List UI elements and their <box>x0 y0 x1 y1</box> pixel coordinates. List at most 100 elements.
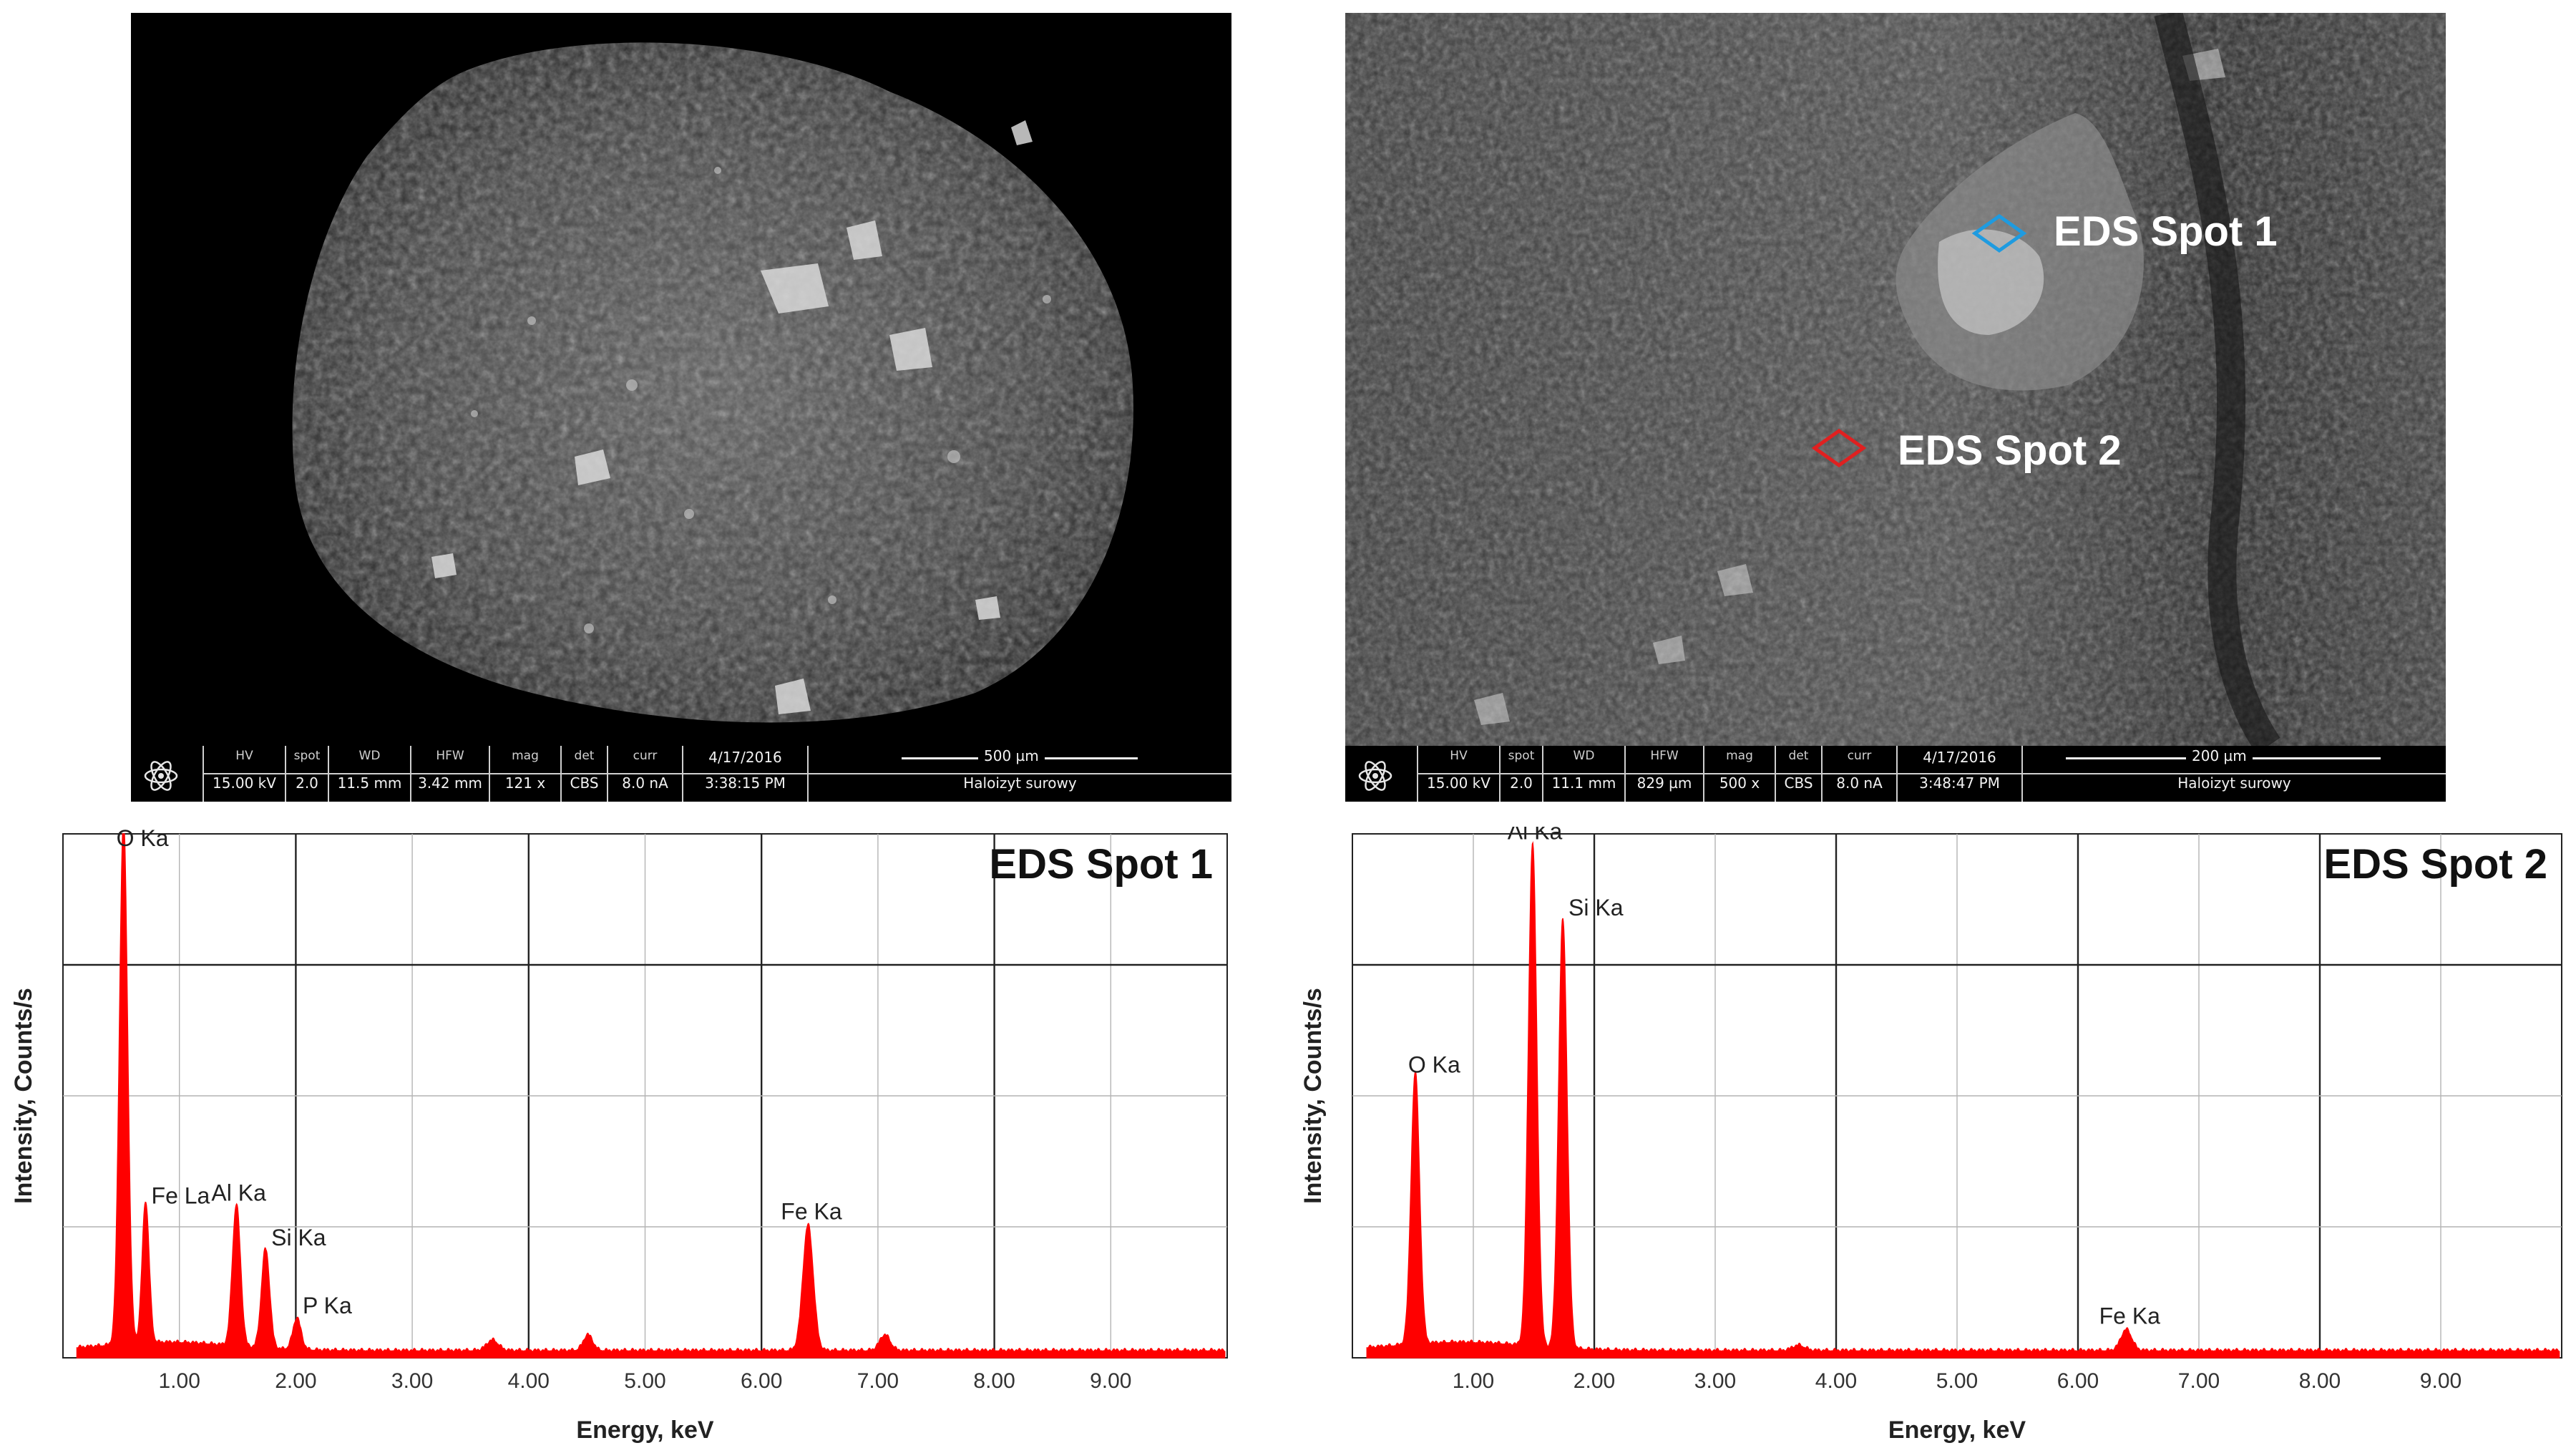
databar-cell-wd: WD 11.1 mm <box>1542 746 1624 802</box>
eds-spectrum-chart-2: O Ka Al Ka Si Ka Fe Ka 1.00 2.00 3.00 4.00 5.00 6… <box>1295 827 2576 1453</box>
databar-header: det <box>1788 749 1809 763</box>
chart-title: EDS Spot 1 <box>989 841 1213 888</box>
eds-spot-2-marker-icon <box>1811 428 1867 468</box>
y-axis-title: Intensity, Counts/s <box>10 988 37 1204</box>
databar-header: spot <box>293 749 321 763</box>
databar-header: det <box>574 749 595 763</box>
databar-value: 2.0 <box>1510 774 1533 792</box>
databar-cell-hfw: HFW 3.42 mm <box>410 746 489 802</box>
databar-cell-hv: HV 15.00 kV <box>203 746 285 802</box>
scale-bar-label: 500 µm <box>978 747 1045 764</box>
peak-label: O Ka <box>117 827 169 851</box>
databar-cell-wd: WD 11.5 mm <box>328 746 410 802</box>
peak-label: P Ka <box>303 1293 352 1318</box>
peak-label: Fe La <box>152 1182 210 1208</box>
spectrum-series <box>76 833 1226 1359</box>
fei-logo-icon <box>1358 761 1392 791</box>
databar-cell-datetime: 4/17/2016 3:38:15 PM <box>682 746 807 802</box>
peak-label: Si Ka <box>271 1225 326 1250</box>
x-tick-label: 1.00 <box>1453 1369 1494 1393</box>
sem-image-left: HV 15.00 kV spot 2.0 WD 11.5 mm HFW 3.42… <box>131 13 1231 802</box>
databar-time: 3:48:47 PM <box>1919 774 2000 792</box>
x-axis-title: Energy, keV <box>1888 1416 2026 1444</box>
databar-cell-hfw: HFW 829 µm <box>1624 746 1703 802</box>
databar-value: 8.0 nA <box>622 774 668 792</box>
databar-cell-det: det CBS <box>1775 746 1821 802</box>
databar-value: 829 µm <box>1636 774 1692 792</box>
x-tick-label: 7.00 <box>2178 1369 2220 1393</box>
x-tick-label: 3.00 <box>391 1369 433 1393</box>
spectrum-series <box>1366 841 2560 1359</box>
databar-header: curr <box>633 749 658 763</box>
x-tick-label: 9.00 <box>2420 1369 2462 1393</box>
x-tick-label: 4.00 <box>1815 1369 1857 1393</box>
databar-cell-datetime: 4/17/2016 3:48:47 PM <box>1896 746 2021 802</box>
sem-databar-left: HV 15.00 kV spot 2.0 WD 11.5 mm HFW 3.42… <box>131 746 1231 802</box>
x-axis-title: Energy, keV <box>576 1416 713 1444</box>
eds-spot-2-label: EDS Spot 2 <box>1898 427 2122 474</box>
x-tick-label: 6.00 <box>2057 1369 2099 1393</box>
x-tick-label: 3.00 <box>1694 1369 1736 1393</box>
databar-header: HV <box>1450 749 1468 763</box>
databar-cell-curr: curr 8.0 nA <box>607 746 682 802</box>
scale-bar-label: 200 µm <box>2186 747 2253 764</box>
x-tick-label: 5.00 <box>1936 1369 1978 1393</box>
databar-value: 15.00 kV <box>213 774 276 792</box>
databar-cell-spot: spot 2.0 <box>1499 746 1542 802</box>
x-tick-label: 6.00 <box>741 1369 782 1393</box>
databar-date: 4/17/2016 <box>708 749 782 766</box>
databar-cell-det: det CBS <box>560 746 607 802</box>
databar-header: HV <box>235 749 253 763</box>
databar-value: 121 x <box>504 774 546 792</box>
peak-label: Fe Ka <box>2099 1303 2161 1329</box>
x-tick-label: 2.00 <box>1574 1369 1615 1393</box>
peak-label: Al Ka <box>211 1180 266 1205</box>
databar-scalebar: 200 µm Haloizyt surowy <box>2021 746 2446 802</box>
databar-value: CBS <box>570 774 599 792</box>
databar-value: 11.1 mm <box>1551 774 1616 792</box>
sample-name: Haloizyt surowy <box>2177 774 2291 792</box>
databar-header: HFW <box>1650 749 1679 763</box>
x-tick-label: 5.00 <box>624 1369 665 1393</box>
x-tick-label: 9.00 <box>1090 1369 1131 1393</box>
fei-logo-icon <box>144 761 178 791</box>
eds-spot-1-label: EDS Spot 1 <box>2054 208 2278 255</box>
databar-value: 8.0 nA <box>1836 774 1883 792</box>
databar-header: spot <box>1508 749 1535 763</box>
eds-spot-1-marker-icon <box>1971 213 2027 253</box>
sem-micrograph-left <box>131 13 1231 746</box>
databar-header: HFW <box>436 749 464 763</box>
databar-value: 500 x <box>1719 774 1760 792</box>
databar-header: mag <box>512 749 539 763</box>
databar-value: 15.00 kV <box>1427 774 1491 792</box>
chart-title: EDS Spot 2 <box>2323 841 2547 888</box>
databar-date: 4/17/2016 <box>1923 749 1996 766</box>
peak-label: O Ka <box>1408 1051 1460 1077</box>
databar-header: curr <box>1847 749 1872 763</box>
peak-label: Fe Ka <box>781 1198 842 1224</box>
x-tick-label: 8.00 <box>973 1369 1015 1393</box>
x-tick-label: 8.00 <box>2299 1369 2341 1393</box>
peak-label: Si Ka <box>1568 895 1624 920</box>
databar-time: 3:38:15 PM <box>705 774 786 792</box>
sem-micrograph-right <box>1345 13 2446 746</box>
databar-value: 3.42 mm <box>418 774 482 792</box>
databar-header: mag <box>1726 749 1753 763</box>
y-axis-title: Intensity, Counts/s <box>1299 988 1327 1204</box>
x-tick-label: 1.00 <box>159 1369 200 1393</box>
x-tick-label: 7.00 <box>857 1369 899 1393</box>
databar-cell-spot: spot 2.0 <box>285 746 328 802</box>
databar-scalebar: 500 µm Haloizyt surowy <box>807 746 1231 802</box>
eds-spectrum-svg-2: O Ka Al Ka Si Ka Fe Ka 1.00 2.00 3.00 4.00 5.00 6… <box>1299 827 2562 1444</box>
sem-databar-right: HV 15.00 kV spot 2.0 WD 11.1 mm HFW 829 … <box>1345 746 2446 802</box>
databar-header: WD <box>1573 749 1595 763</box>
databar-value: 2.0 <box>296 774 318 792</box>
databar-cell-mag: mag 121 x <box>489 746 560 802</box>
databar-cell-mag: mag 500 x <box>1703 746 1775 802</box>
x-tick-label: 2.00 <box>275 1369 316 1393</box>
sem-image-right: EDS Spot 1 EDS Spot 2 HV 15.00 kV spot 2… <box>1345 13 2446 802</box>
x-tick-label: 4.00 <box>508 1369 550 1393</box>
databar-cell-hv: HV 15.00 kV <box>1417 746 1499 802</box>
peak-label: Al Ka <box>1508 827 1563 844</box>
